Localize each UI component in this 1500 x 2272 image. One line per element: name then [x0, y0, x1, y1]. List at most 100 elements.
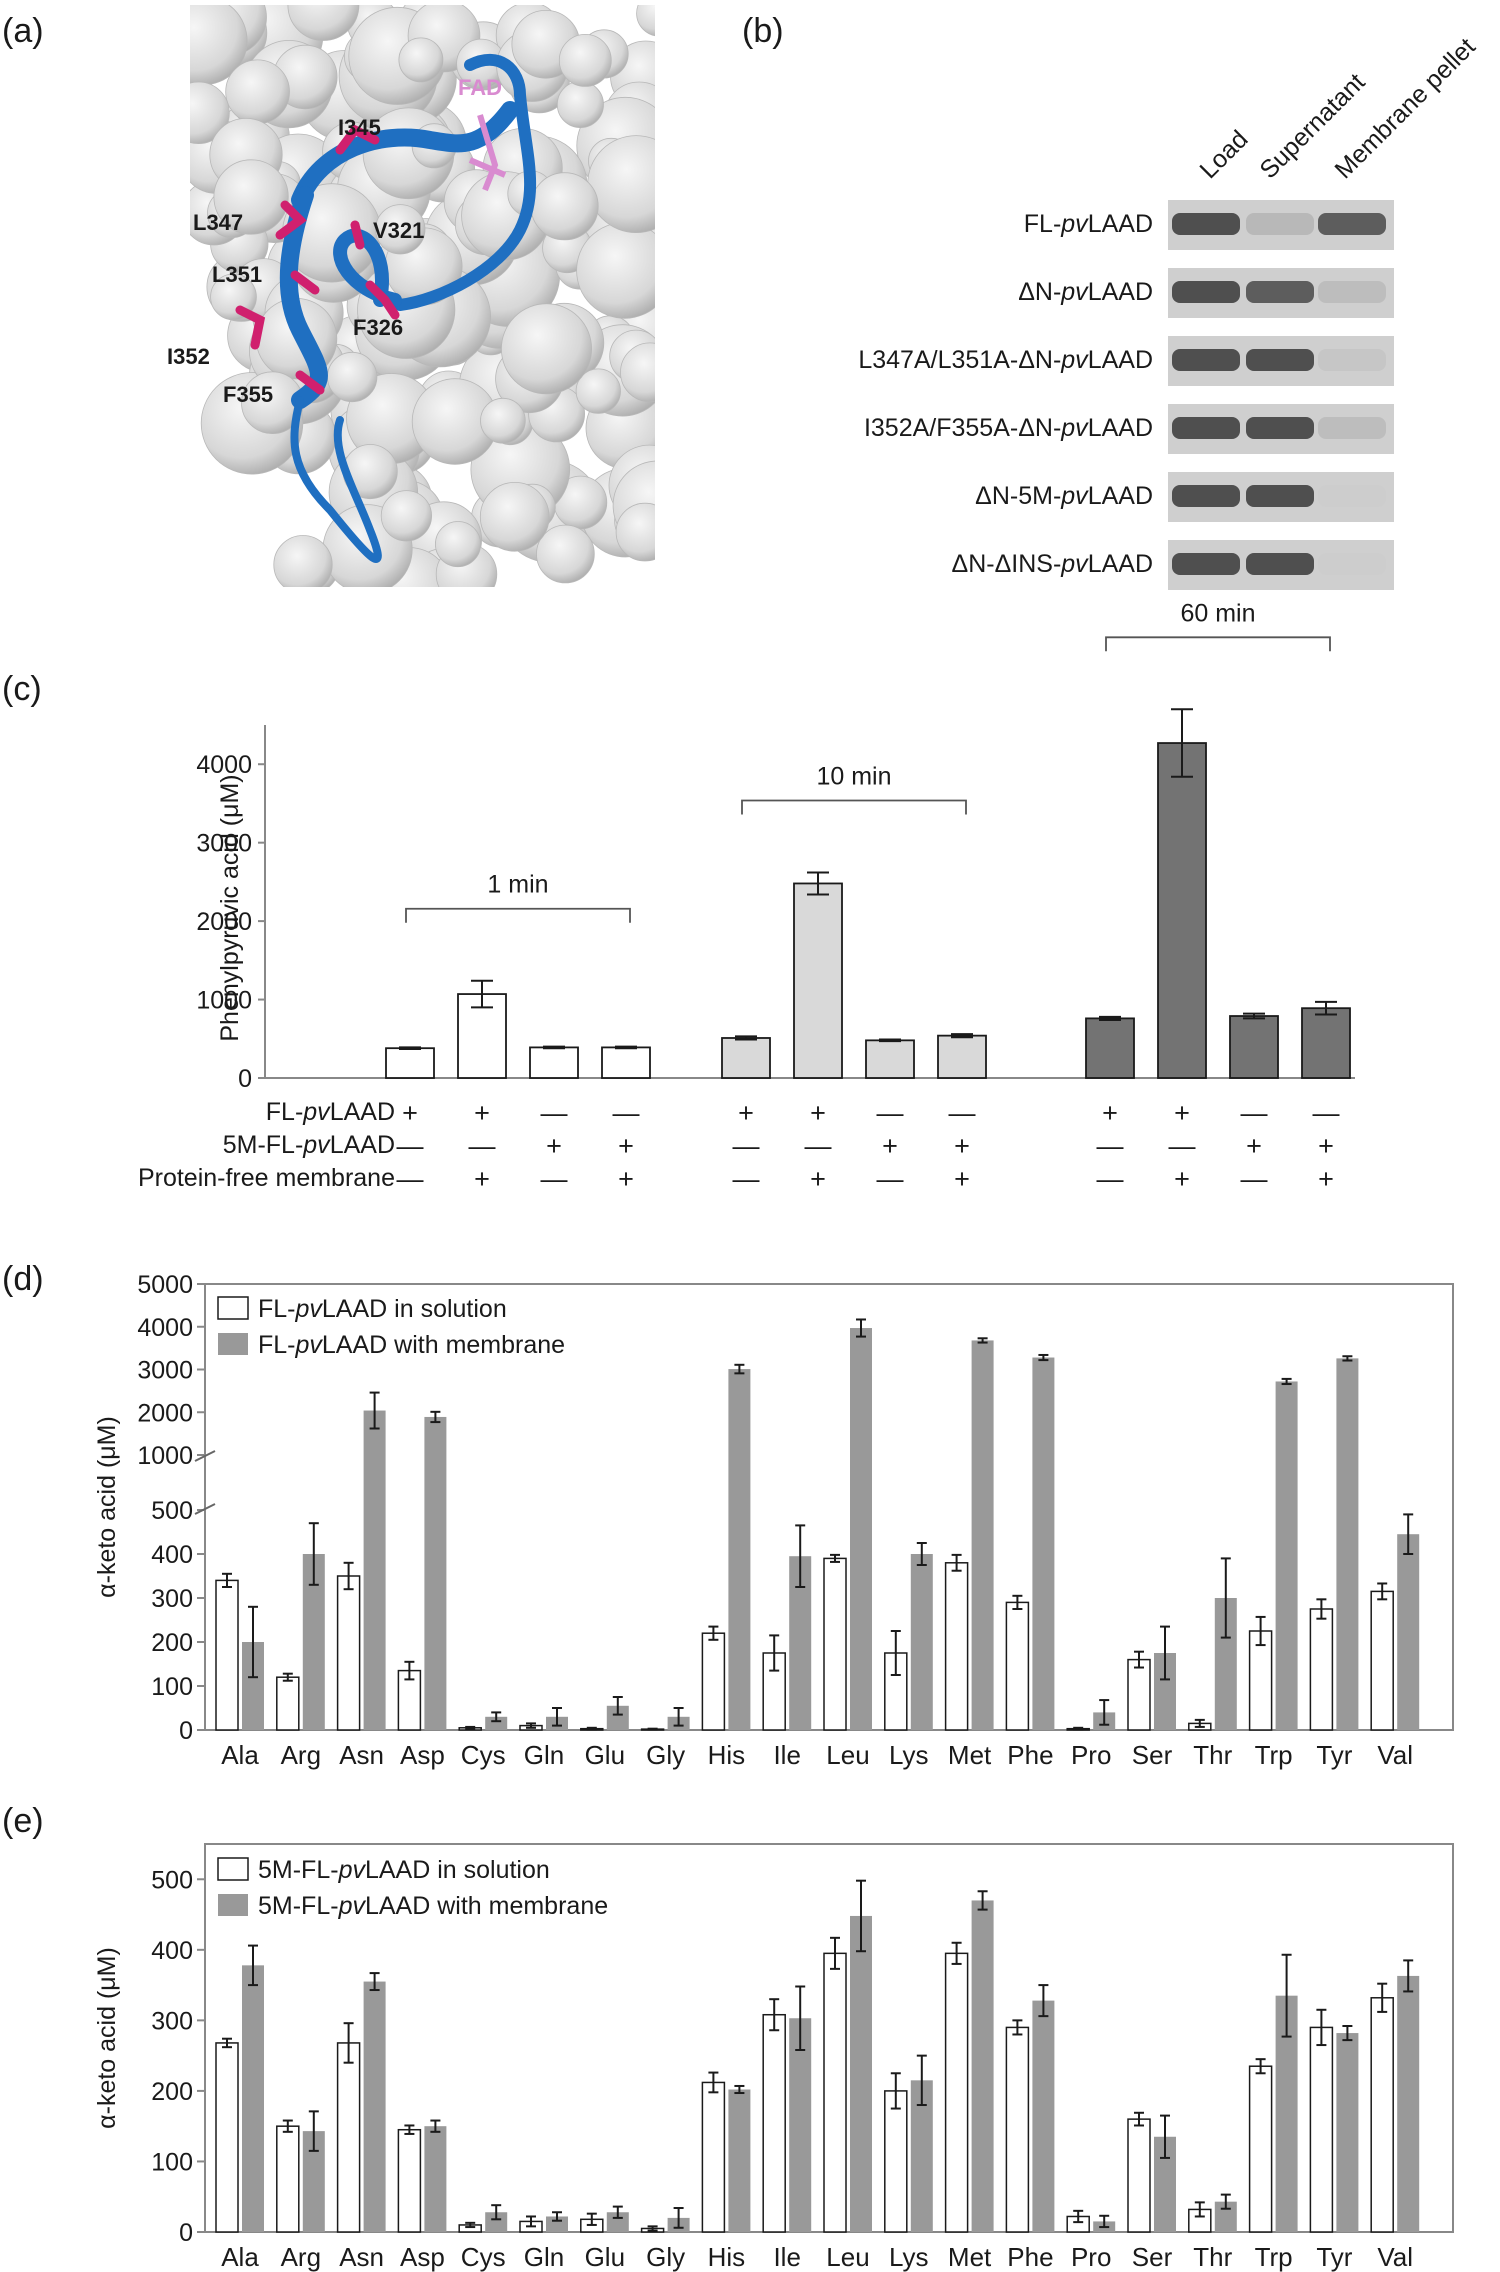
surface-blob [479, 481, 550, 552]
x-tick-label: Gly [646, 2242, 685, 2272]
y-tick-label: 1000 [137, 1442, 193, 1470]
x-tick-label: Ile [773, 2242, 800, 2272]
legend-entry: FL-pvLAAD in solution [258, 1295, 507, 1323]
x-tick-label: Leu [826, 1740, 869, 1770]
bar [850, 1328, 872, 1730]
condition-sign: — [733, 1131, 760, 1161]
y-tick-label: 100 [151, 2148, 193, 2176]
surface-blob [576, 222, 655, 319]
bar [1370, 1590, 1394, 1731]
x-tick-label: Leu [826, 2242, 869, 2272]
condition-sign: — [397, 1164, 424, 1194]
bar [485, 2212, 508, 2232]
bar [1005, 1601, 1030, 1731]
surface-blob [375, 204, 426, 255]
x-tick-label: Phe [1007, 2242, 1053, 2272]
x-tick-label: Ala [221, 1740, 259, 1770]
residue-label-v321: V321 [373, 218, 424, 243]
x-tick-label: Ile [773, 1740, 800, 1770]
bar [971, 1900, 994, 2232]
x-tick-label: Met [948, 2242, 992, 2272]
surface-blob [575, 368, 621, 414]
surface-blob [480, 397, 526, 444]
condition-sign: — [541, 1098, 568, 1128]
x-tick-label: His [708, 1740, 746, 1770]
gel-band [1318, 553, 1386, 575]
gel-row-label: FL-pvLAAD [1024, 210, 1153, 238]
legend-swatch [218, 1333, 248, 1355]
gel-band [1172, 485, 1240, 507]
y-tick-label: 0 [238, 1065, 252, 1093]
residue-label-f326: F326 [353, 315, 403, 340]
condition-sign: — [1169, 1131, 1196, 1161]
helix-top [291, 101, 519, 209]
surface-blob [558, 34, 612, 87]
x-tick-label: Asp [400, 2242, 445, 2272]
x-tick-label: Glu [585, 1740, 625, 1770]
x-tick-label: Met [948, 1740, 992, 1770]
surface-blob [225, 59, 290, 125]
condition-sign: — [733, 1164, 760, 1194]
bar [728, 2089, 751, 2232]
bar [276, 2125, 300, 2233]
bar [397, 2128, 422, 2233]
condition-sign: + [810, 1098, 826, 1128]
x-tick-label: Lys [889, 1740, 929, 1770]
bar [1157, 742, 1207, 1079]
bar [1301, 1007, 1351, 1079]
gel-row-label: ΔN-5M-pvLAAD [975, 482, 1153, 510]
chart-c: Phenylpyruvic acid (μM) 0 1000 2000 3000 4000… [138, 599, 1355, 1194]
condition-sign: — [877, 1164, 904, 1194]
x-tick-label: Val [1377, 1740, 1413, 1770]
bar [910, 1554, 933, 1730]
bar [606, 1705, 629, 1730]
bar [1336, 1358, 1359, 1730]
y-axis-label: α-keto acid (μM) [93, 1416, 121, 1598]
x-tick-label: Pro [1071, 1740, 1111, 1770]
bar [529, 1046, 579, 1079]
surface-blob [615, 502, 655, 562]
bar [823, 1557, 847, 1731]
bar [424, 1416, 447, 1730]
loop-bottom [290, 396, 382, 563]
x-tick-label: Gly [646, 1740, 685, 1770]
x-tick-label: Trp [1255, 1740, 1293, 1770]
bar [1127, 1658, 1151, 1731]
condition-sign: + [1102, 1098, 1118, 1128]
panel-c-label: (c) [2, 670, 42, 708]
condition-sign: + [738, 1098, 754, 1128]
condition-sign: + [474, 1164, 490, 1194]
condition-sign: + [618, 1131, 634, 1161]
bar [701, 1632, 726, 1731]
gel-band [1246, 485, 1314, 507]
gel-band [1318, 281, 1386, 303]
group-label: 60 min [1180, 599, 1255, 627]
bar [546, 2216, 568, 2232]
group-label: 10 min [816, 762, 891, 790]
condition-sign: + [402, 1098, 418, 1128]
y-tick-label: 100 [151, 1673, 193, 1701]
legend-swatch [217, 1296, 249, 1320]
bar [1275, 1381, 1298, 1730]
bar [385, 1047, 435, 1079]
axis-break [194, 1503, 216, 1515]
legend-swatch [217, 1857, 249, 1881]
surface-blob [380, 490, 432, 542]
chart-e: α-keto acid (μM) 0 100 200 300 400 500 Ala Arg As… [93, 1843, 1454, 2272]
y-tick-label: 5000 [137, 1271, 193, 1299]
gel-band [1172, 553, 1240, 575]
bar [242, 1642, 264, 1730]
bar [701, 2081, 726, 2233]
surface-blob [500, 303, 592, 395]
bar [302, 2131, 325, 2232]
group-label: 1 min [487, 871, 548, 899]
x-tick-label: Thr [1193, 2242, 1232, 2272]
y-tick-label: 2000 [196, 908, 252, 936]
bar [1309, 1608, 1334, 1731]
y-axis-label: α-keto acid (μM) [93, 1947, 121, 2129]
surface-blob [530, 172, 599, 241]
condition-sign: + [1174, 1098, 1190, 1128]
axis-break [194, 1450, 216, 1462]
gel-band [1318, 417, 1386, 439]
